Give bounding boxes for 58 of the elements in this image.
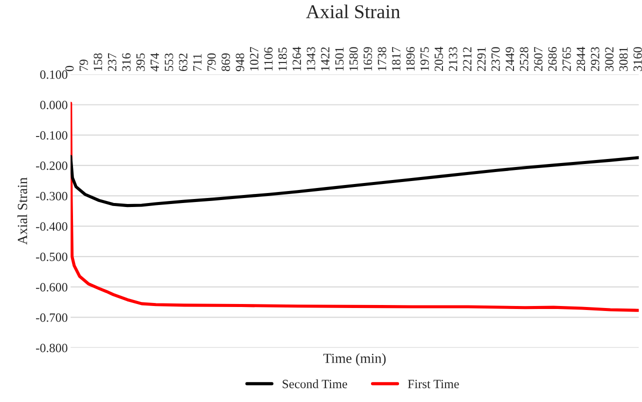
x-tick-label: 1264	[292, 46, 302, 70]
x-tick-label: 0	[65, 66, 74, 72]
y-tick-label: -0.600	[36, 283, 68, 292]
x-tick-label: 1501	[335, 47, 344, 70]
x-tick-label: 2449	[506, 47, 514, 72]
x-tick-label: 2844	[576, 46, 586, 72]
x-tick-label: 1422	[321, 47, 330, 70]
x-tick-label: 1975	[420, 47, 429, 70]
x-tick-label: 632	[178, 54, 188, 72]
y-tick-label: -0.200	[36, 162, 68, 170]
chart-title: Axial Strain	[306, 4, 400, 18]
y-tick-label: -0.400	[36, 222, 68, 231]
x-tick-label: 869	[222, 53, 230, 72]
x-tick-label: 2607	[534, 46, 542, 72]
x-tick-label: 237	[108, 53, 116, 72]
x-axis-title: Time (min)	[323, 353, 386, 366]
legend-label: Second Time	[282, 379, 348, 388]
x-tick-label: 1817	[392, 46, 400, 70]
y-tick-label: -0.100	[36, 131, 68, 140]
x-tick-label: 474	[150, 53, 159, 72]
x-tick-label: 1185	[278, 48, 287, 70]
x-tick-label: 3002	[605, 47, 614, 71]
x-tick-label: 553	[164, 53, 174, 71]
line-series	[70, 154, 639, 208]
x-tick-label: 790	[207, 53, 216, 71]
y-tick-label: -0.500	[36, 252, 68, 262]
y-tick-label: 0.100	[40, 70, 68, 79]
line-series	[70, 102, 639, 312]
x-tick-label: 2765	[562, 47, 571, 72]
x-tick-label: 2054	[434, 46, 444, 72]
x-tick-label: 1027	[250, 46, 258, 70]
x-tick-label: 1896	[406, 46, 415, 70]
x-tick-label: 158	[94, 53, 102, 70]
y-tick-label: 0.000	[40, 100, 68, 110]
x-tick-label: 79	[80, 60, 88, 71]
x-tick-label: 2133	[448, 47, 458, 72]
x-tick-label: 3081	[619, 47, 628, 71]
x-tick-label: 1106	[264, 47, 273, 70]
y-tick-label: -0.800	[36, 344, 68, 352]
x-tick-label: 3160	[633, 47, 642, 71]
x-tick-label: 1343	[306, 47, 316, 70]
y-tick-label: -0.300	[36, 192, 68, 200]
x-tick-label: 1738	[378, 47, 386, 70]
x-tick-label: 2212	[463, 47, 472, 72]
x-tick-label: 395	[136, 53, 145, 71]
legend-label: First Time	[408, 380, 459, 388]
x-tick-label: 1580	[349, 47, 358, 70]
y-axis-title: Axial Strain	[17, 178, 28, 245]
x-tick-label: 316	[122, 53, 131, 71]
x-tick-label: 711	[193, 54, 202, 71]
x-tick-label: 1659	[364, 47, 372, 70]
x-tick-label: 2291	[477, 47, 486, 72]
x-tick-label: 2923	[590, 47, 600, 72]
x-tick-label: 2686	[548, 46, 557, 72]
x-tick-label: 948	[236, 53, 244, 72]
x-tick-label: 2528	[520, 47, 528, 72]
y-tick-label: -0.700	[36, 313, 68, 322]
x-tick-label: 2370	[491, 47, 500, 72]
